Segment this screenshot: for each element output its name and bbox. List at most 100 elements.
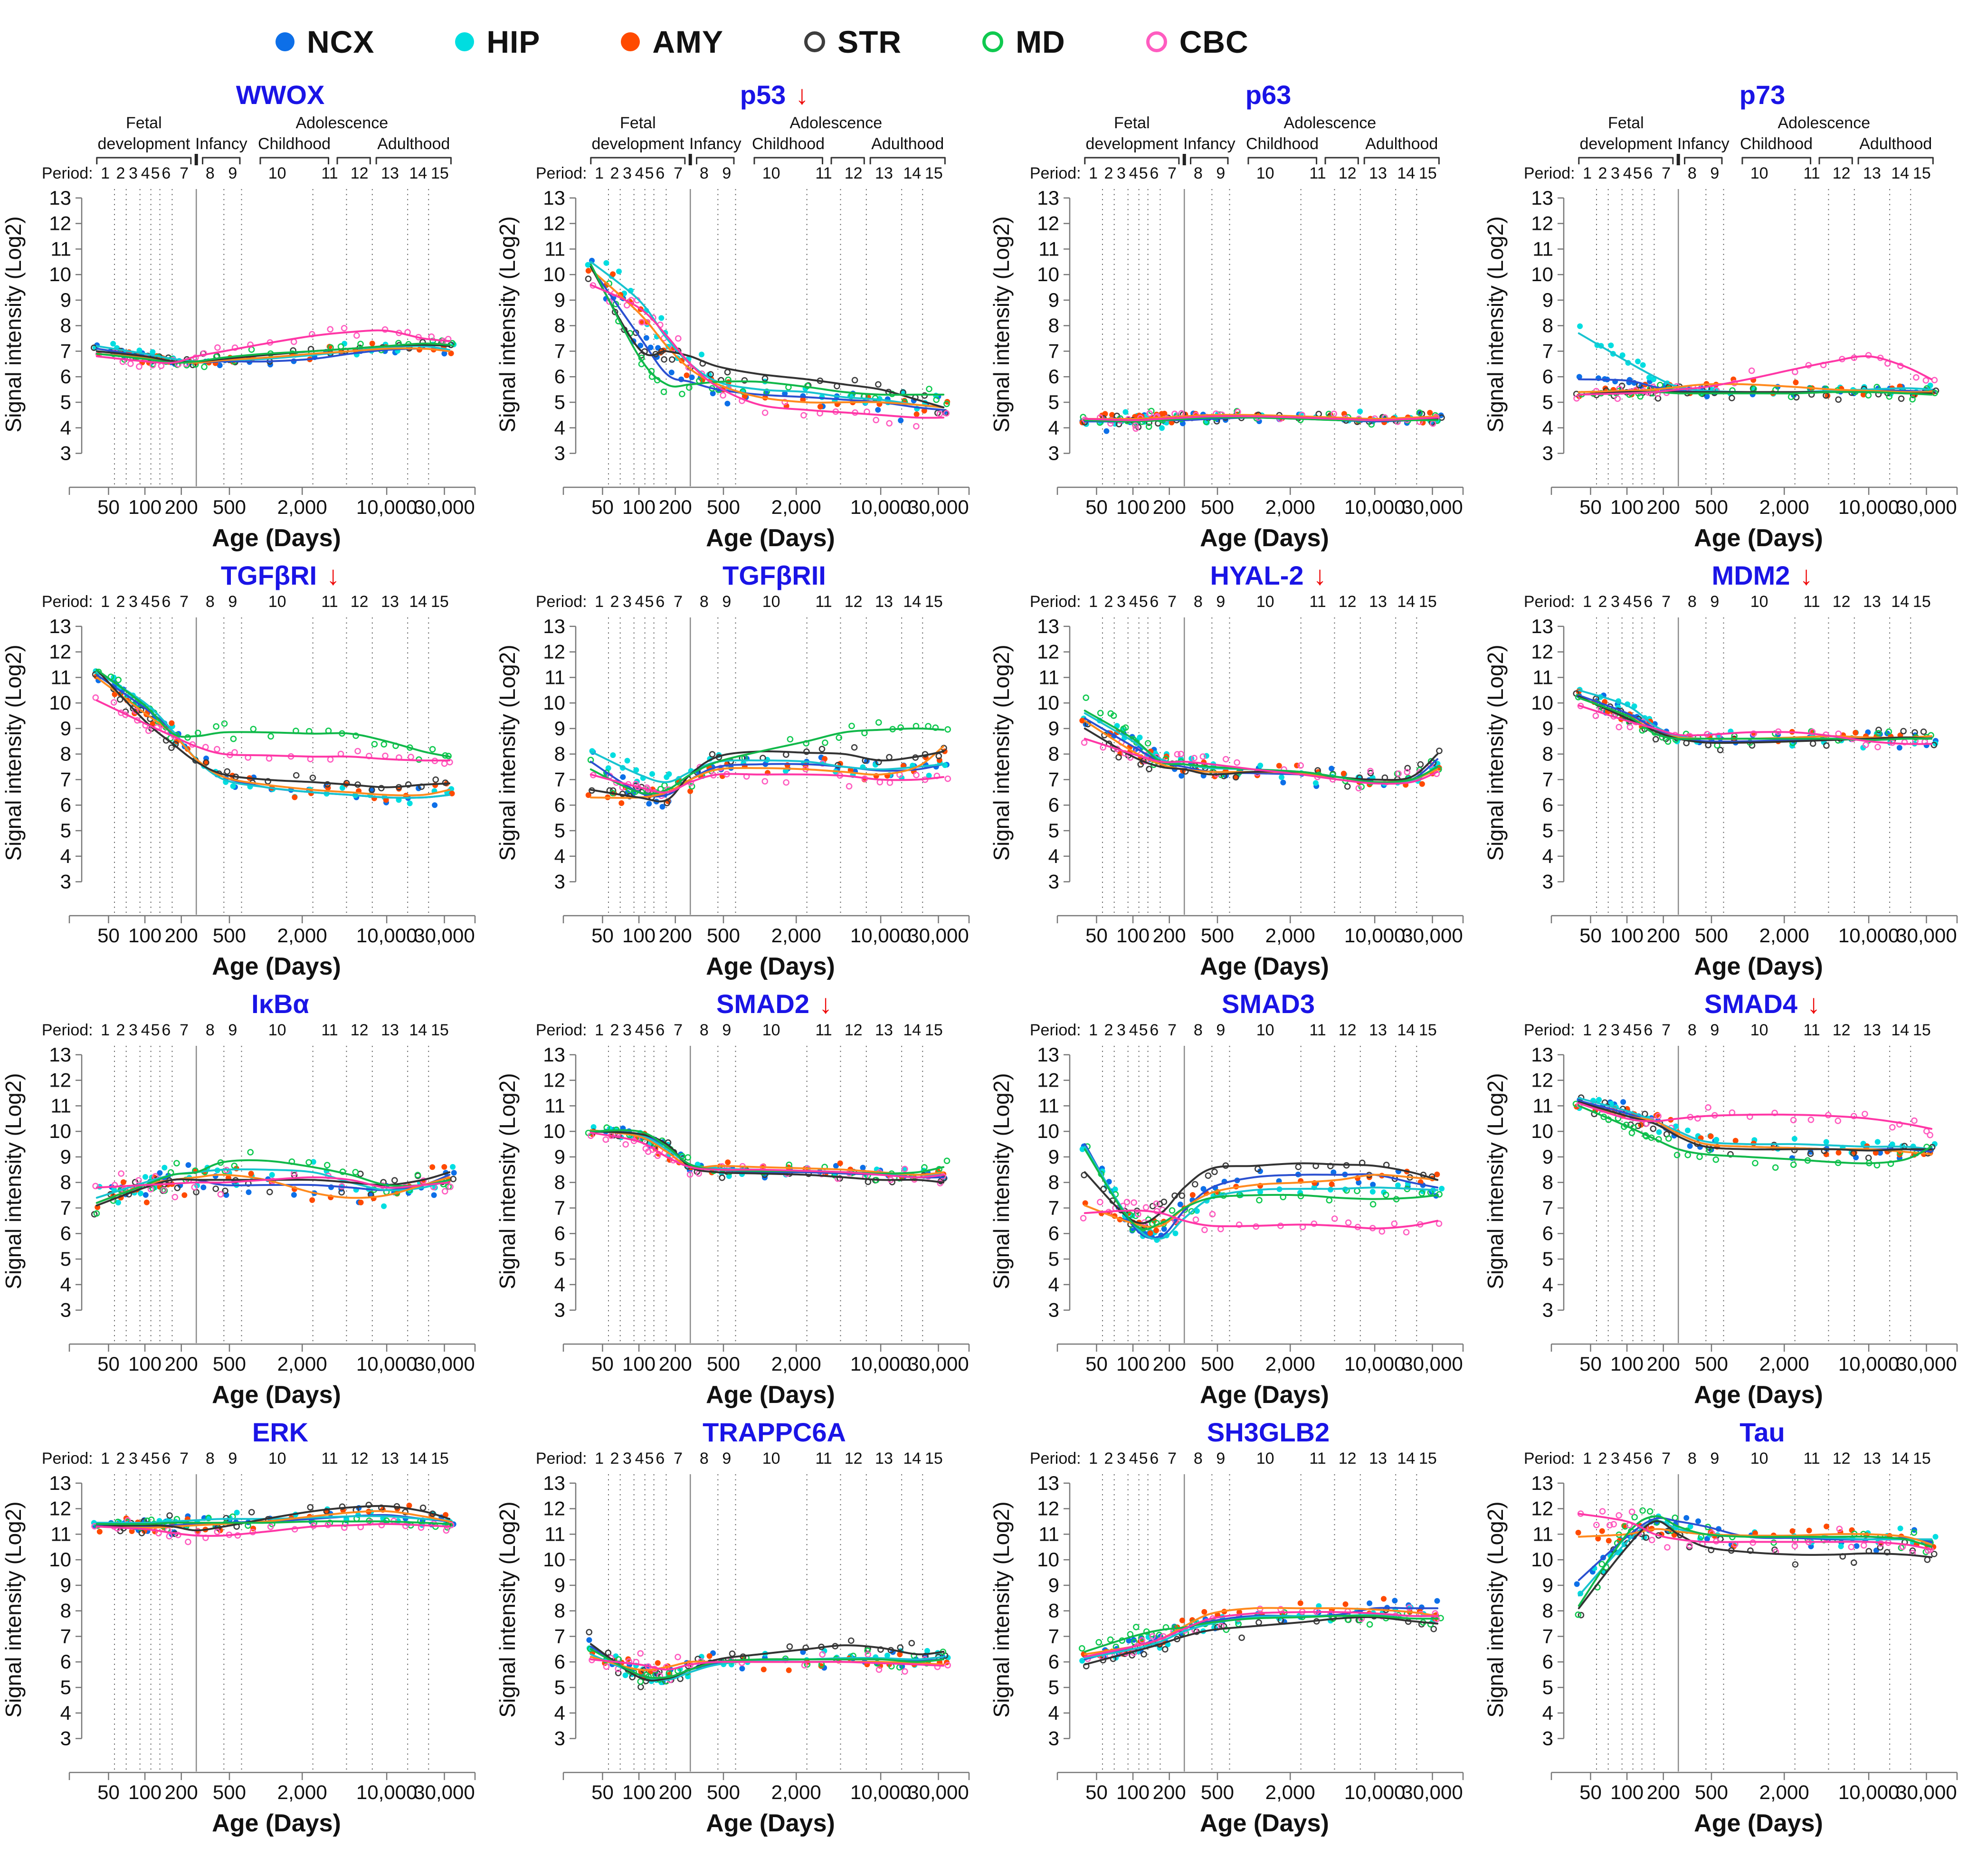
y-tick-label: 5 <box>1542 391 1553 413</box>
data-point-ncx <box>710 390 716 397</box>
data-point-ncx <box>659 804 665 810</box>
period-number: 4 <box>141 164 150 182</box>
y-tick-label: 10 <box>543 263 565 285</box>
data-point-str <box>1430 1626 1437 1632</box>
y-axis-title: Signal intensity (Log2) <box>989 216 1014 432</box>
period-number: 8 <box>206 593 215 611</box>
period-number: 12 <box>1833 1450 1851 1468</box>
x-tick-label: 10,000 <box>850 496 911 518</box>
stage-label: development <box>98 135 190 153</box>
period-number: 12 <box>351 593 369 611</box>
data-point-cbc <box>1132 422 1139 429</box>
data-point-ncx <box>1331 1169 1337 1175</box>
x-tick-label: 30,000 <box>1402 496 1463 518</box>
y-tick-label: 3 <box>1542 442 1553 464</box>
period-number: 15 <box>1419 1450 1437 1468</box>
data-point-cbc <box>214 746 220 753</box>
data-point-amy <box>1789 1528 1796 1534</box>
data-point-hip <box>1874 1139 1881 1145</box>
trend-line-hip <box>95 671 451 799</box>
data-point-amy <box>441 1164 447 1170</box>
period-number: 14 <box>903 1021 921 1039</box>
data-point-str <box>1877 1544 1884 1551</box>
period-number: 13 <box>1863 1021 1881 1039</box>
data-point-cbc <box>1080 1215 1087 1222</box>
y-tick-label: 11 <box>1532 1523 1553 1545</box>
data-point-ncx <box>1257 1168 1263 1175</box>
data-point-str <box>1344 783 1351 790</box>
data-point-amy <box>150 720 156 727</box>
y-tick-label: 7 <box>60 340 71 362</box>
period-number: 12 <box>845 1450 863 1468</box>
x-tick-label: 30,000 <box>1896 496 1957 518</box>
period-number: 9 <box>1216 164 1225 182</box>
data-point-md <box>1079 1645 1085 1652</box>
trend-line-cbc <box>95 699 451 762</box>
panel-chart: Period: 1 2 3 4 5 6 7 8 9 10 11 12 13 14 15345678910111… <box>495 1021 970 1409</box>
data-point-md <box>1684 1152 1692 1158</box>
y-tick-label: 4 <box>1048 417 1059 439</box>
y-tick-label: 11 <box>544 666 565 688</box>
y-tick-label: 13 <box>49 1472 71 1494</box>
data-point-str <box>1865 1155 1872 1161</box>
data-point-str <box>1850 1559 1857 1566</box>
y-axis: 3 4 5 6 78 9 10 11 12 13 Signal intensity (Log2) <box>989 1043 1071 1321</box>
data-point-str <box>1146 766 1152 773</box>
trend-line-str <box>1084 727 1439 781</box>
data-point-md <box>221 720 228 727</box>
y-tick-label: 11 <box>1532 1094 1553 1117</box>
panel-chart: Period: 1 2 3 4 5 6 7 8 9 10 11 12 13 14 15345678910111… <box>1 1021 476 1409</box>
y-tick-label: 4 <box>1542 417 1553 439</box>
y-tick-label: 12 <box>1531 641 1553 663</box>
y-tick-label: 12 <box>1037 641 1059 663</box>
data-point-str <box>661 356 667 363</box>
y-tick-label: 4 <box>60 845 71 867</box>
data-point-str <box>1315 410 1322 417</box>
data-point-amy <box>585 792 591 798</box>
data-point-md <box>1664 738 1672 745</box>
y-tick-label: 13 <box>1037 1472 1059 1494</box>
period-number: 6 <box>1150 164 1159 182</box>
data-point-str <box>248 1509 255 1516</box>
y-tick-label: 3 <box>1048 871 1059 893</box>
y-tick-label: 6 <box>554 365 565 388</box>
stage-label: Childhood <box>1740 135 1813 153</box>
data-point-md <box>1639 727 1646 734</box>
data-point-md <box>93 1210 100 1217</box>
data-point-md <box>1665 1135 1672 1142</box>
data-point-amy <box>143 1199 150 1205</box>
period-number: 13 <box>875 164 893 182</box>
period-number: 11 <box>1803 593 1820 611</box>
gene-title: HYAL-2 <box>1210 560 1304 590</box>
period-number: 9 <box>722 1021 731 1039</box>
period-number: 4 <box>1623 1450 1632 1468</box>
y-tick-label: 12 <box>543 212 565 235</box>
period-number: 15 <box>431 1450 449 1468</box>
data-point-cbc <box>111 1182 118 1189</box>
x-tick-label: 100 <box>622 496 656 518</box>
y-tick-label: 8 <box>554 314 565 337</box>
x-tick-label: 2,000 <box>1759 1353 1809 1375</box>
trend-line-md <box>95 669 451 758</box>
period-number: 7 <box>1662 1021 1671 1039</box>
data-point-cbc <box>132 708 139 714</box>
trend-line-md <box>95 1520 451 1525</box>
data-point-ncx <box>1161 1226 1167 1232</box>
data-point-str <box>818 746 826 752</box>
data-point-hip <box>1312 780 1319 786</box>
data-point-hip <box>1172 1230 1179 1236</box>
data-point-amy <box>449 790 455 796</box>
y-tick-label: 6 <box>60 794 71 816</box>
data-point-ncx <box>1620 1099 1626 1105</box>
gene-title: p53 <box>740 80 786 110</box>
data-point-cbc <box>1201 1226 1208 1233</box>
data-point-ncx <box>668 370 675 376</box>
data-point-amy <box>618 800 625 806</box>
trend-line-hip <box>1084 1613 1439 1659</box>
y-tick-label: 6 <box>554 1222 565 1244</box>
data-point-cbc <box>1686 1542 1693 1549</box>
period-number: 5 <box>1633 593 1642 611</box>
data-point-amy <box>1575 1530 1581 1535</box>
data-point-md <box>1083 694 1089 701</box>
